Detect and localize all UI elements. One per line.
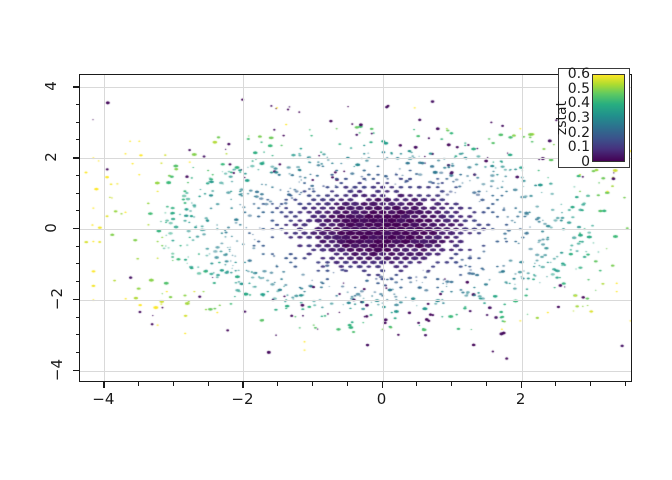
tick-mark: [75, 351, 79, 353]
tick-mark: [75, 139, 79, 141]
tick-mark: [103, 382, 105, 388]
colorbar-tick-label: 0.2: [567, 124, 590, 141]
colorbar-tick-label: 0.6: [567, 66, 590, 82]
tick-mark: [625, 382, 627, 386]
y-tick-label: −2: [48, 287, 67, 310]
x-tick-label: −2: [231, 390, 254, 408]
tick-mark: [138, 382, 140, 386]
tick-mark: [75, 263, 79, 265]
colorbar-tick-label: 0.1: [567, 139, 590, 156]
tick-mark: [75, 281, 79, 283]
tick-mark: [73, 157, 79, 159]
gridline-horizontal: [80, 229, 631, 230]
colorbar-tick-label: 0.4: [567, 95, 590, 112]
tick-mark: [73, 86, 79, 88]
scatter-canvas: [80, 75, 631, 381]
gridline-vertical: [104, 75, 106, 381]
tick-mark: [207, 382, 209, 386]
colorbar-tick-label: 0.5: [567, 80, 590, 97]
gridline-vertical: [521, 75, 523, 381]
tick-mark: [381, 382, 383, 388]
gridline-horizontal: [80, 370, 631, 372]
tick-mark: [73, 228, 79, 230]
y-tick-label: −4: [48, 358, 67, 381]
x-tick-label: 2: [515, 390, 526, 408]
y-tick-label: 2: [41, 152, 60, 162]
tick-mark: [172, 382, 174, 386]
tick-mark: [590, 382, 592, 386]
tick-mark: [520, 382, 523, 388]
tick-mark: [73, 369, 79, 371]
colorbar-title: zstat: [554, 100, 570, 136]
tick-mark: [346, 382, 348, 386]
tick-mark: [485, 382, 487, 386]
tick-mark: [75, 245, 79, 247]
gridline-vertical: [382, 75, 384, 381]
gridline-vertical: [243, 75, 245, 381]
x-tick-label: 0: [376, 390, 387, 408]
colorbar-gradient: [592, 74, 625, 162]
tick-mark: [75, 192, 79, 194]
y-tick-label: 0: [41, 223, 60, 233]
tick-mark: [75, 174, 79, 176]
tick-mark: [416, 382, 418, 386]
gridline-horizontal: [80, 299, 631, 301]
tick-mark: [75, 104, 79, 106]
tick-mark: [75, 334, 79, 336]
tick-mark: [75, 210, 79, 212]
colorbar-tick-label: 0.3: [567, 110, 590, 126]
x-tick-label: −4: [92, 390, 115, 408]
tick-mark: [451, 382, 453, 386]
colorbar-tick-label: 0: [581, 154, 590, 170]
tick-mark: [75, 121, 79, 123]
gridline-horizontal: [80, 158, 631, 160]
gridline-horizontal: [80, 87, 631, 89]
tick-mark: [555, 382, 557, 386]
plot-area[interactable]: [79, 74, 632, 382]
tick-mark: [277, 382, 279, 386]
tick-mark: [312, 382, 314, 386]
tick-mark: [242, 382, 244, 388]
tick-mark: [73, 298, 79, 301]
tick-mark: [75, 316, 79, 318]
y-tick-label: 4: [41, 81, 60, 92]
